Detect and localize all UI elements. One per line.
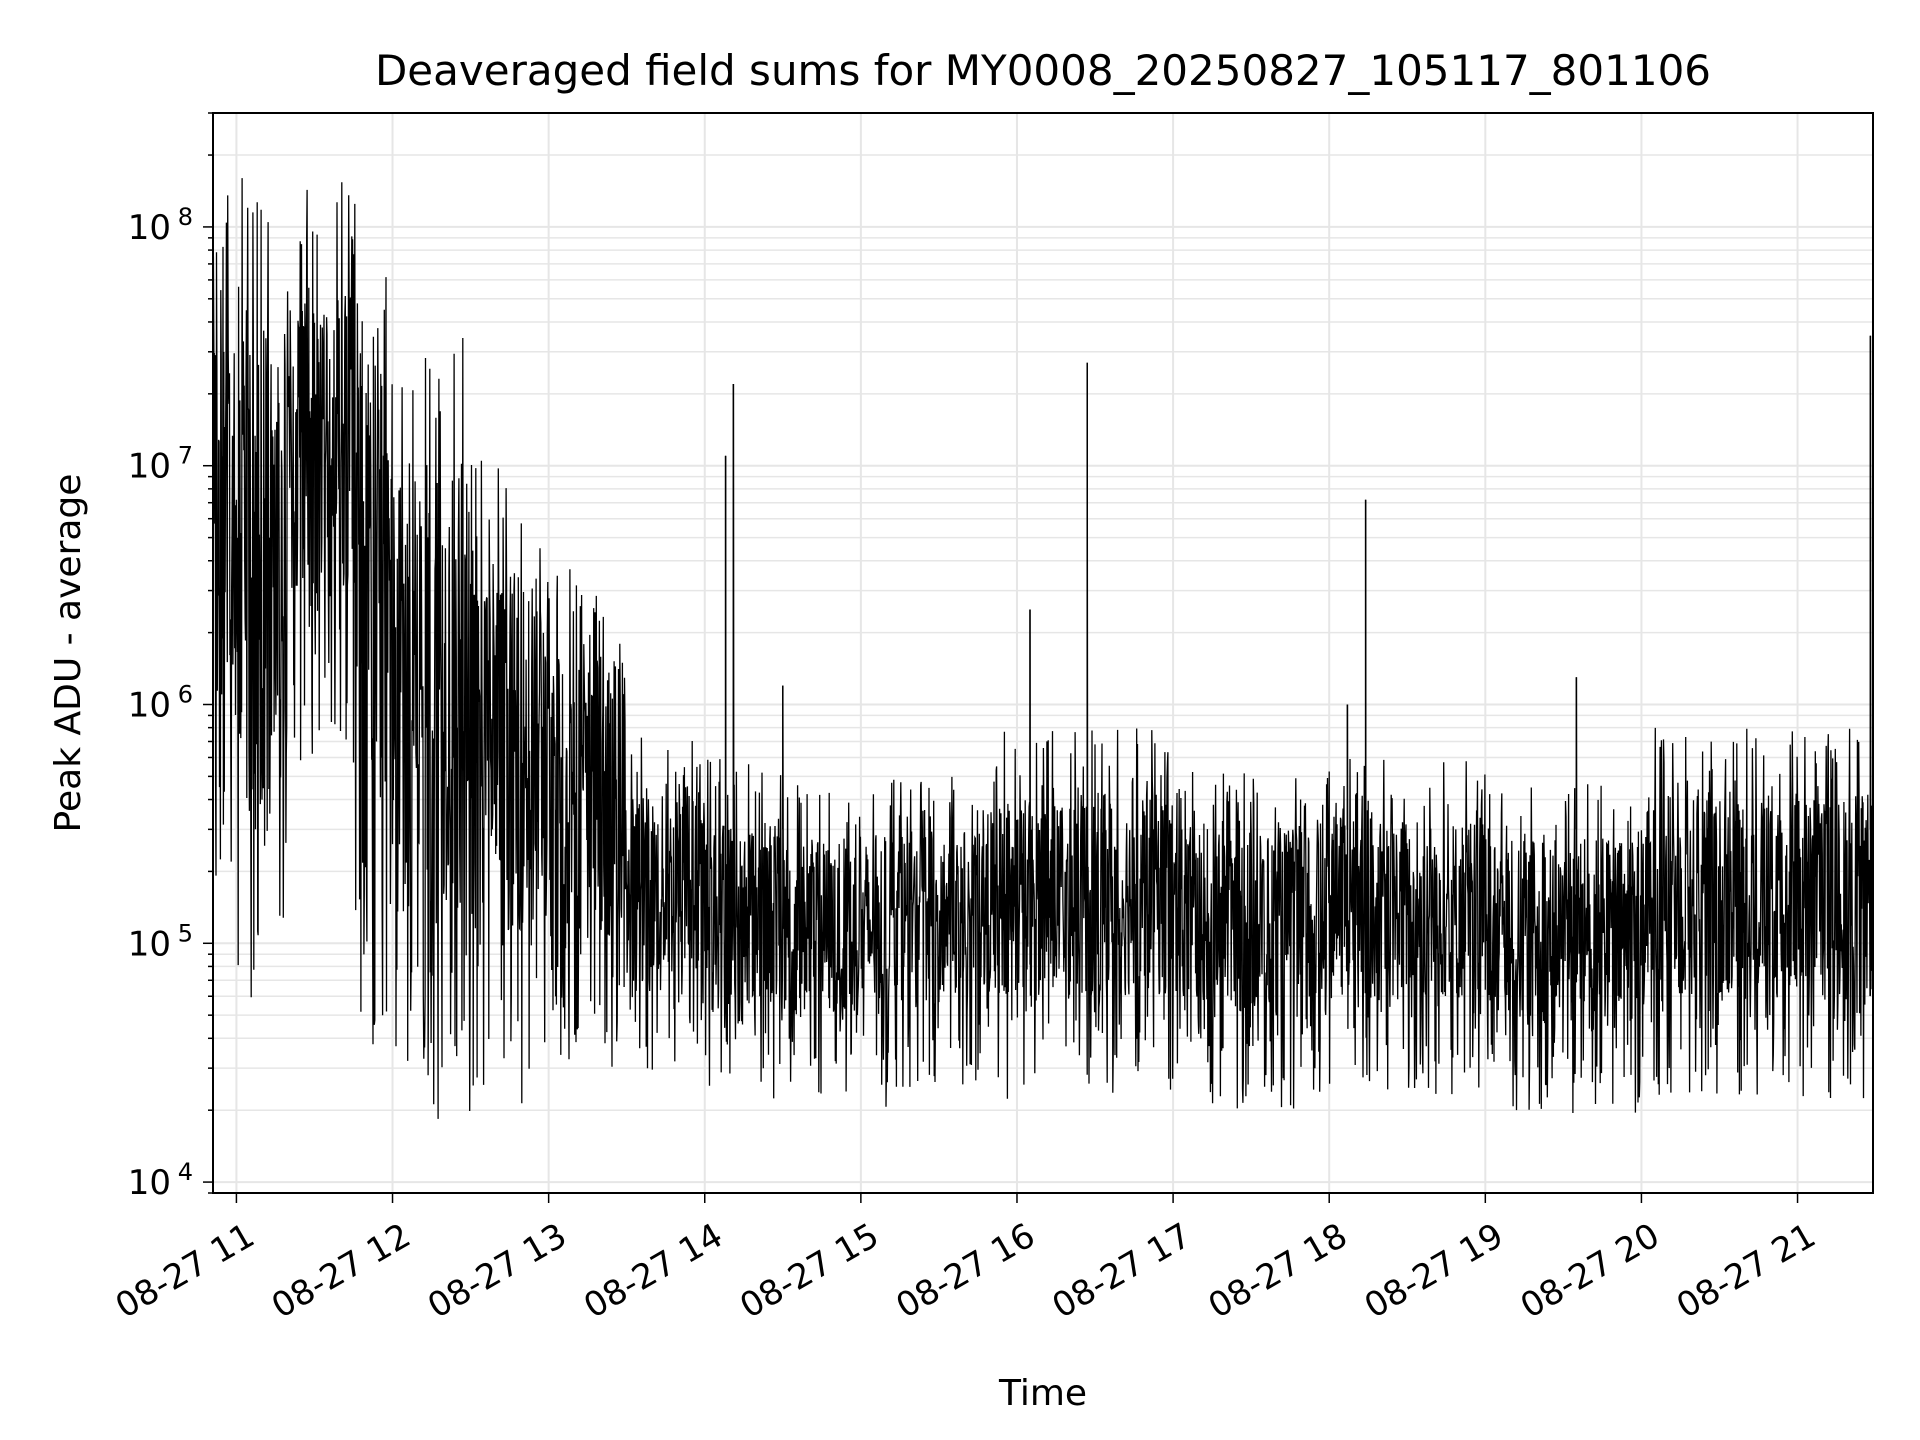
x-axis-label: Time: [998, 1373, 1087, 1414]
y-tick-exponent: 7: [178, 442, 193, 470]
y-tick-exponent: 6: [178, 681, 193, 709]
series-line: [212, 178, 1874, 1119]
y-tick-exponent: 8: [178, 203, 193, 231]
y-tick-label: 10: [128, 686, 171, 726]
chart-title: Deaveraged field sums for MY0008_2025082…: [375, 46, 1711, 95]
y-tick-exponent: 4: [178, 1158, 193, 1186]
y-tick-exponent: 5: [178, 919, 193, 947]
y-tick-label: 10: [128, 924, 171, 964]
y-axis-label: Peak ADU - average: [48, 474, 89, 833]
data-series: [212, 178, 1874, 1119]
y-tick-label: 10: [128, 208, 171, 248]
y-tick-label: 10: [128, 1163, 171, 1203]
y-tick-label: 10: [128, 447, 171, 487]
plot-frame: [212, 112, 1874, 1194]
